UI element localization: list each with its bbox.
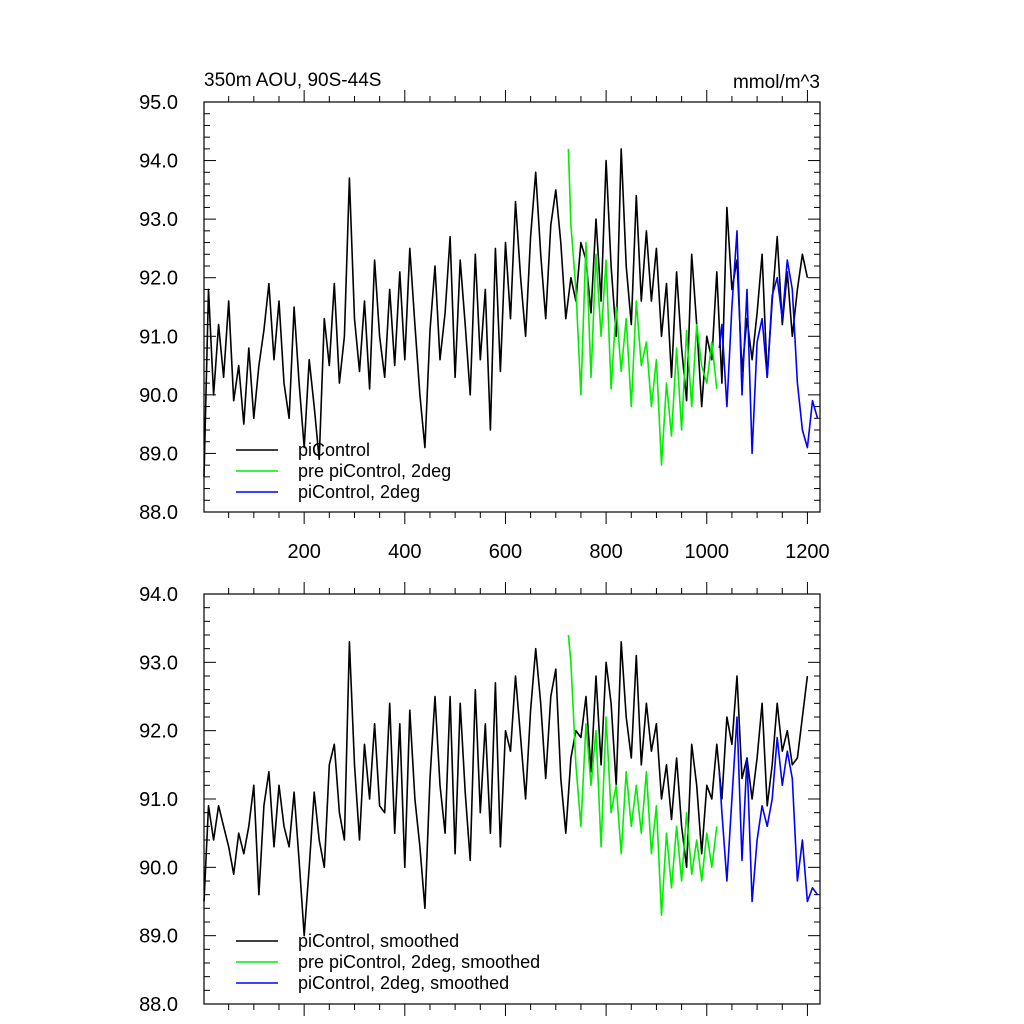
units-label: mmol/m^3 [733,72,820,93]
x-tick-label: 200 [287,541,320,563]
y-tick-label: 95.0 [139,92,178,114]
y-tick-label: 93.0 [139,652,178,674]
series-line-pre-picontrol-2deg-smoothed [567,634,718,917]
x-tick-label: 800 [589,541,622,563]
y-tick-label: 94.0 [139,151,178,173]
y-tick-label: 92.0 [139,268,178,290]
legend-label: piControl, smoothed [298,931,459,951]
legend: piControl, smoothed pre piControl, 2deg,… [236,931,540,993]
axis-ticks [204,582,820,1016]
x-tick-label: 1000 [685,541,730,563]
y-tick-label: 90.0 [139,857,178,879]
legend: piControl pre piControl, 2deg piControl,… [236,440,451,502]
x-tick-label: 400 [388,541,421,563]
y-tick-label: 88.0 [139,502,178,524]
bottom-panel: 88.0 89.0 90.0 91.0 92.0 93.0 94.0 piCon… [139,582,821,1016]
series-group [203,634,819,937]
plot-frame [203,593,821,1005]
y-tick-label: 89.0 [139,443,178,465]
series-line-picontrol [203,148,809,477]
y-tick-label: 91.0 [139,789,178,811]
y-tick-label: 88.0 [139,994,178,1016]
series-line-picontrol-2deg [718,230,819,455]
y-tick-label: 91.0 [139,326,178,348]
y-tick-labels: 88.0 89.0 90.0 91.0 92.0 93.0 94.0 [139,584,178,1016]
legend-label: piControl, 2deg [298,482,420,502]
plot-frame [203,101,821,513]
series-line-picontrol-smoothed [203,640,809,937]
series-line-picontrol-2deg-smoothed [718,716,819,903]
x-tick-label: 1200 [785,541,830,563]
y-tick-label: 89.0 [139,926,178,948]
legend-label: piControl, 2deg, smoothed [298,973,509,993]
legend-label: pre piControl, 2deg [298,461,451,481]
legend-label: pre piControl, 2deg, smoothed [298,952,540,972]
top-panel: 350m AOU, 90S-44S mmol/m^3 88.0 89.0 90.… [139,70,830,563]
x-tick-labels: 200 400 600 800 1000 1200 [287,541,829,563]
y-tick-labels: 88.0 89.0 90.0 91.0 92.0 93.0 94.0 95.0 [139,92,178,524]
legend-label: piControl [298,440,370,460]
chart-title: 350m AOU, 90S-44S [204,70,381,91]
series-group [203,148,819,477]
y-tick-label: 90.0 [139,385,178,407]
y-tick-label: 92.0 [139,721,178,743]
series-line-pre-picontrol-2deg [567,148,718,466]
y-tick-label: 94.0 [139,584,178,606]
x-tick-label: 600 [489,541,522,563]
y-tick-label: 93.0 [139,209,178,231]
axis-ticks [204,90,820,524]
